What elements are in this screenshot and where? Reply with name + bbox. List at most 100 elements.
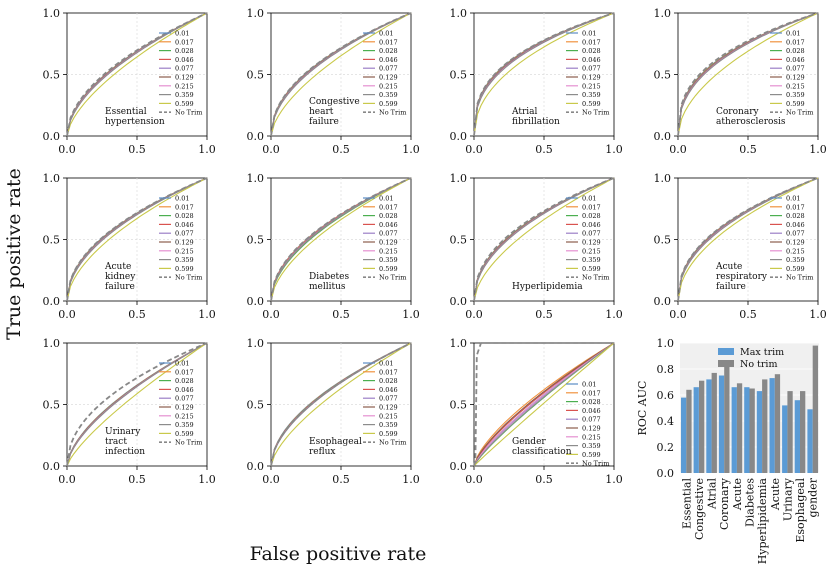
roc-panel-1: 0.0 0.5 1.0 0.0 0.5 1.0 0.010.0170.0280.0460.0…	[43, 7, 216, 156]
y-tick-label: 0.5	[450, 69, 468, 82]
legend-label: 0.077	[175, 230, 194, 238]
bar-y-tick-label: 0.6	[657, 389, 675, 402]
roc-curve-0.599	[270, 177, 412, 302]
legend-label: 0.215	[379, 412, 398, 420]
y-tick-label: 0.0	[247, 460, 265, 473]
legend-label: 0.359	[379, 256, 398, 264]
legend-label: 0.046	[175, 386, 194, 394]
legend-label: 0.017	[175, 203, 194, 211]
bar-max-trim	[718, 375, 725, 473]
x-tick-label: 0.5	[535, 143, 553, 156]
x-tick-label: 0.0	[465, 473, 483, 486]
x-tick-label: 0.5	[128, 308, 146, 321]
roc-curve-0.359	[66, 12, 208, 137]
legend-label: No Trim	[786, 274, 813, 282]
panel-label-line: Urinary	[105, 427, 141, 437]
legend-label: 0.017	[582, 203, 601, 211]
bar-category-label: Coronary	[718, 477, 731, 530]
panel-label-line: Diabetes	[309, 272, 349, 282]
y-tick-label: 0.0	[450, 295, 468, 308]
legend-label: 0.017	[379, 203, 398, 211]
roc-curve-0.215	[473, 342, 615, 467]
legend-label: 0.017	[786, 203, 805, 211]
roc-curve-0.599	[270, 342, 412, 467]
legend-label: 0.046	[379, 221, 398, 229]
roc-curve-0.599	[473, 12, 615, 137]
legend-label: 0.129	[582, 239, 601, 247]
panel-label-line: fibrillation	[512, 117, 560, 127]
legend-label: 0.028	[379, 212, 398, 220]
x-tick-label: 0.0	[58, 308, 76, 321]
legend-label: 0.017	[582, 389, 601, 397]
legend-label: 0.359	[379, 91, 398, 99]
legend-label: 0.046	[582, 56, 601, 64]
bar-category-label: Urinary	[781, 477, 794, 521]
panel-label-line: infection	[105, 447, 145, 457]
panel-label-line: Gender	[512, 437, 546, 447]
legend-label: No Trim	[175, 439, 202, 447]
legend-label: No Trim	[379, 274, 406, 282]
legend-label: 0.359	[786, 91, 805, 99]
legend-label: 0.077	[582, 416, 601, 424]
bar-no-trim	[699, 380, 705, 473]
legend-label: 0.028	[175, 377, 194, 385]
legend-label: No Trim	[582, 109, 609, 117]
roc-curve-no-trim	[66, 177, 208, 302]
bar-no-trim	[749, 388, 755, 473]
panel-label-line: failure	[716, 282, 746, 292]
y-tick-label: 1.0	[450, 337, 468, 350]
legend-label: 0.599	[786, 265, 805, 273]
roc-curve-0.599	[473, 342, 615, 467]
legend-label: 0.129	[175, 239, 194, 247]
panel-label-line: hypertension	[105, 117, 165, 127]
x-tick-label: 0.5	[332, 308, 350, 321]
legend-label: 0.599	[175, 430, 194, 438]
legend-label: 0.028	[582, 398, 601, 406]
bar-legend-label: No trim	[740, 359, 777, 370]
legend-label: 0.599	[175, 265, 194, 273]
bar-legend-swatch	[718, 348, 734, 355]
panel-label-line: failure	[309, 117, 339, 127]
bar-max-trim	[782, 405, 788, 473]
legend-label: 0.017	[582, 38, 601, 46]
roc-curve-no-trim	[270, 177, 412, 302]
legend-label: 0.215	[582, 433, 601, 441]
x-tick-label: 0.0	[465, 308, 483, 321]
legend-label: 0.017	[379, 38, 398, 46]
bar-legend-swatch	[718, 360, 734, 367]
legend-label: 0.01	[786, 30, 800, 38]
bar-no-trim	[812, 345, 818, 473]
x-tick-label: 0.5	[332, 143, 350, 156]
legend-label: 0.01	[582, 381, 596, 389]
roc-panel-7: 0.0 0.5 1.0 0.0 0.5 1.0 0.010.0170.0280.0460.0…	[450, 172, 623, 321]
x-tick-label: 1.0	[198, 308, 216, 321]
legend-label: 0.028	[175, 47, 194, 55]
x-tick-label: 0.0	[669, 143, 687, 156]
legend-label: 0.359	[175, 91, 194, 99]
bar-category-label: Congestive	[693, 478, 706, 540]
legend-label: 0.017	[786, 38, 805, 46]
roc-curve-0.599	[677, 12, 819, 137]
legend-label: 0.359	[582, 256, 601, 264]
legend-label: 0.359	[379, 421, 398, 429]
roc-panel-3: 0.0 0.5 1.0 0.0 0.5 1.0 0.010.0170.0280.0460.0…	[450, 7, 623, 156]
bar-no-trim	[736, 383, 743, 473]
legend-label: 0.599	[582, 451, 601, 459]
x-tick-label: 0.5	[332, 473, 350, 486]
legend-label: 0.028	[786, 212, 805, 220]
roc-panel-4: 0.0 0.5 1.0 0.0 0.5 1.0 0.010.0170.0280.0460.0…	[654, 7, 827, 156]
legend-label: 0.017	[175, 368, 194, 376]
x-tick-label: 1.0	[809, 143, 827, 156]
x-tick-label: 1.0	[402, 473, 420, 486]
legend-label: 0.215	[582, 247, 601, 255]
x-tick-label: 1.0	[605, 143, 623, 156]
x-tick-label: 0.0	[262, 143, 280, 156]
roc-curve-0.599	[66, 12, 208, 137]
legend-label: 0.359	[786, 256, 805, 264]
panel-label-line: Hyperlipidemia	[512, 282, 583, 292]
y-tick-label: 0.0	[450, 460, 468, 473]
bar-y-tick-label: 0.0	[657, 467, 675, 480]
legend-label: 0.077	[786, 65, 805, 73]
y-tick-label: 0.0	[43, 460, 61, 473]
legend-label: 0.046	[379, 56, 398, 64]
